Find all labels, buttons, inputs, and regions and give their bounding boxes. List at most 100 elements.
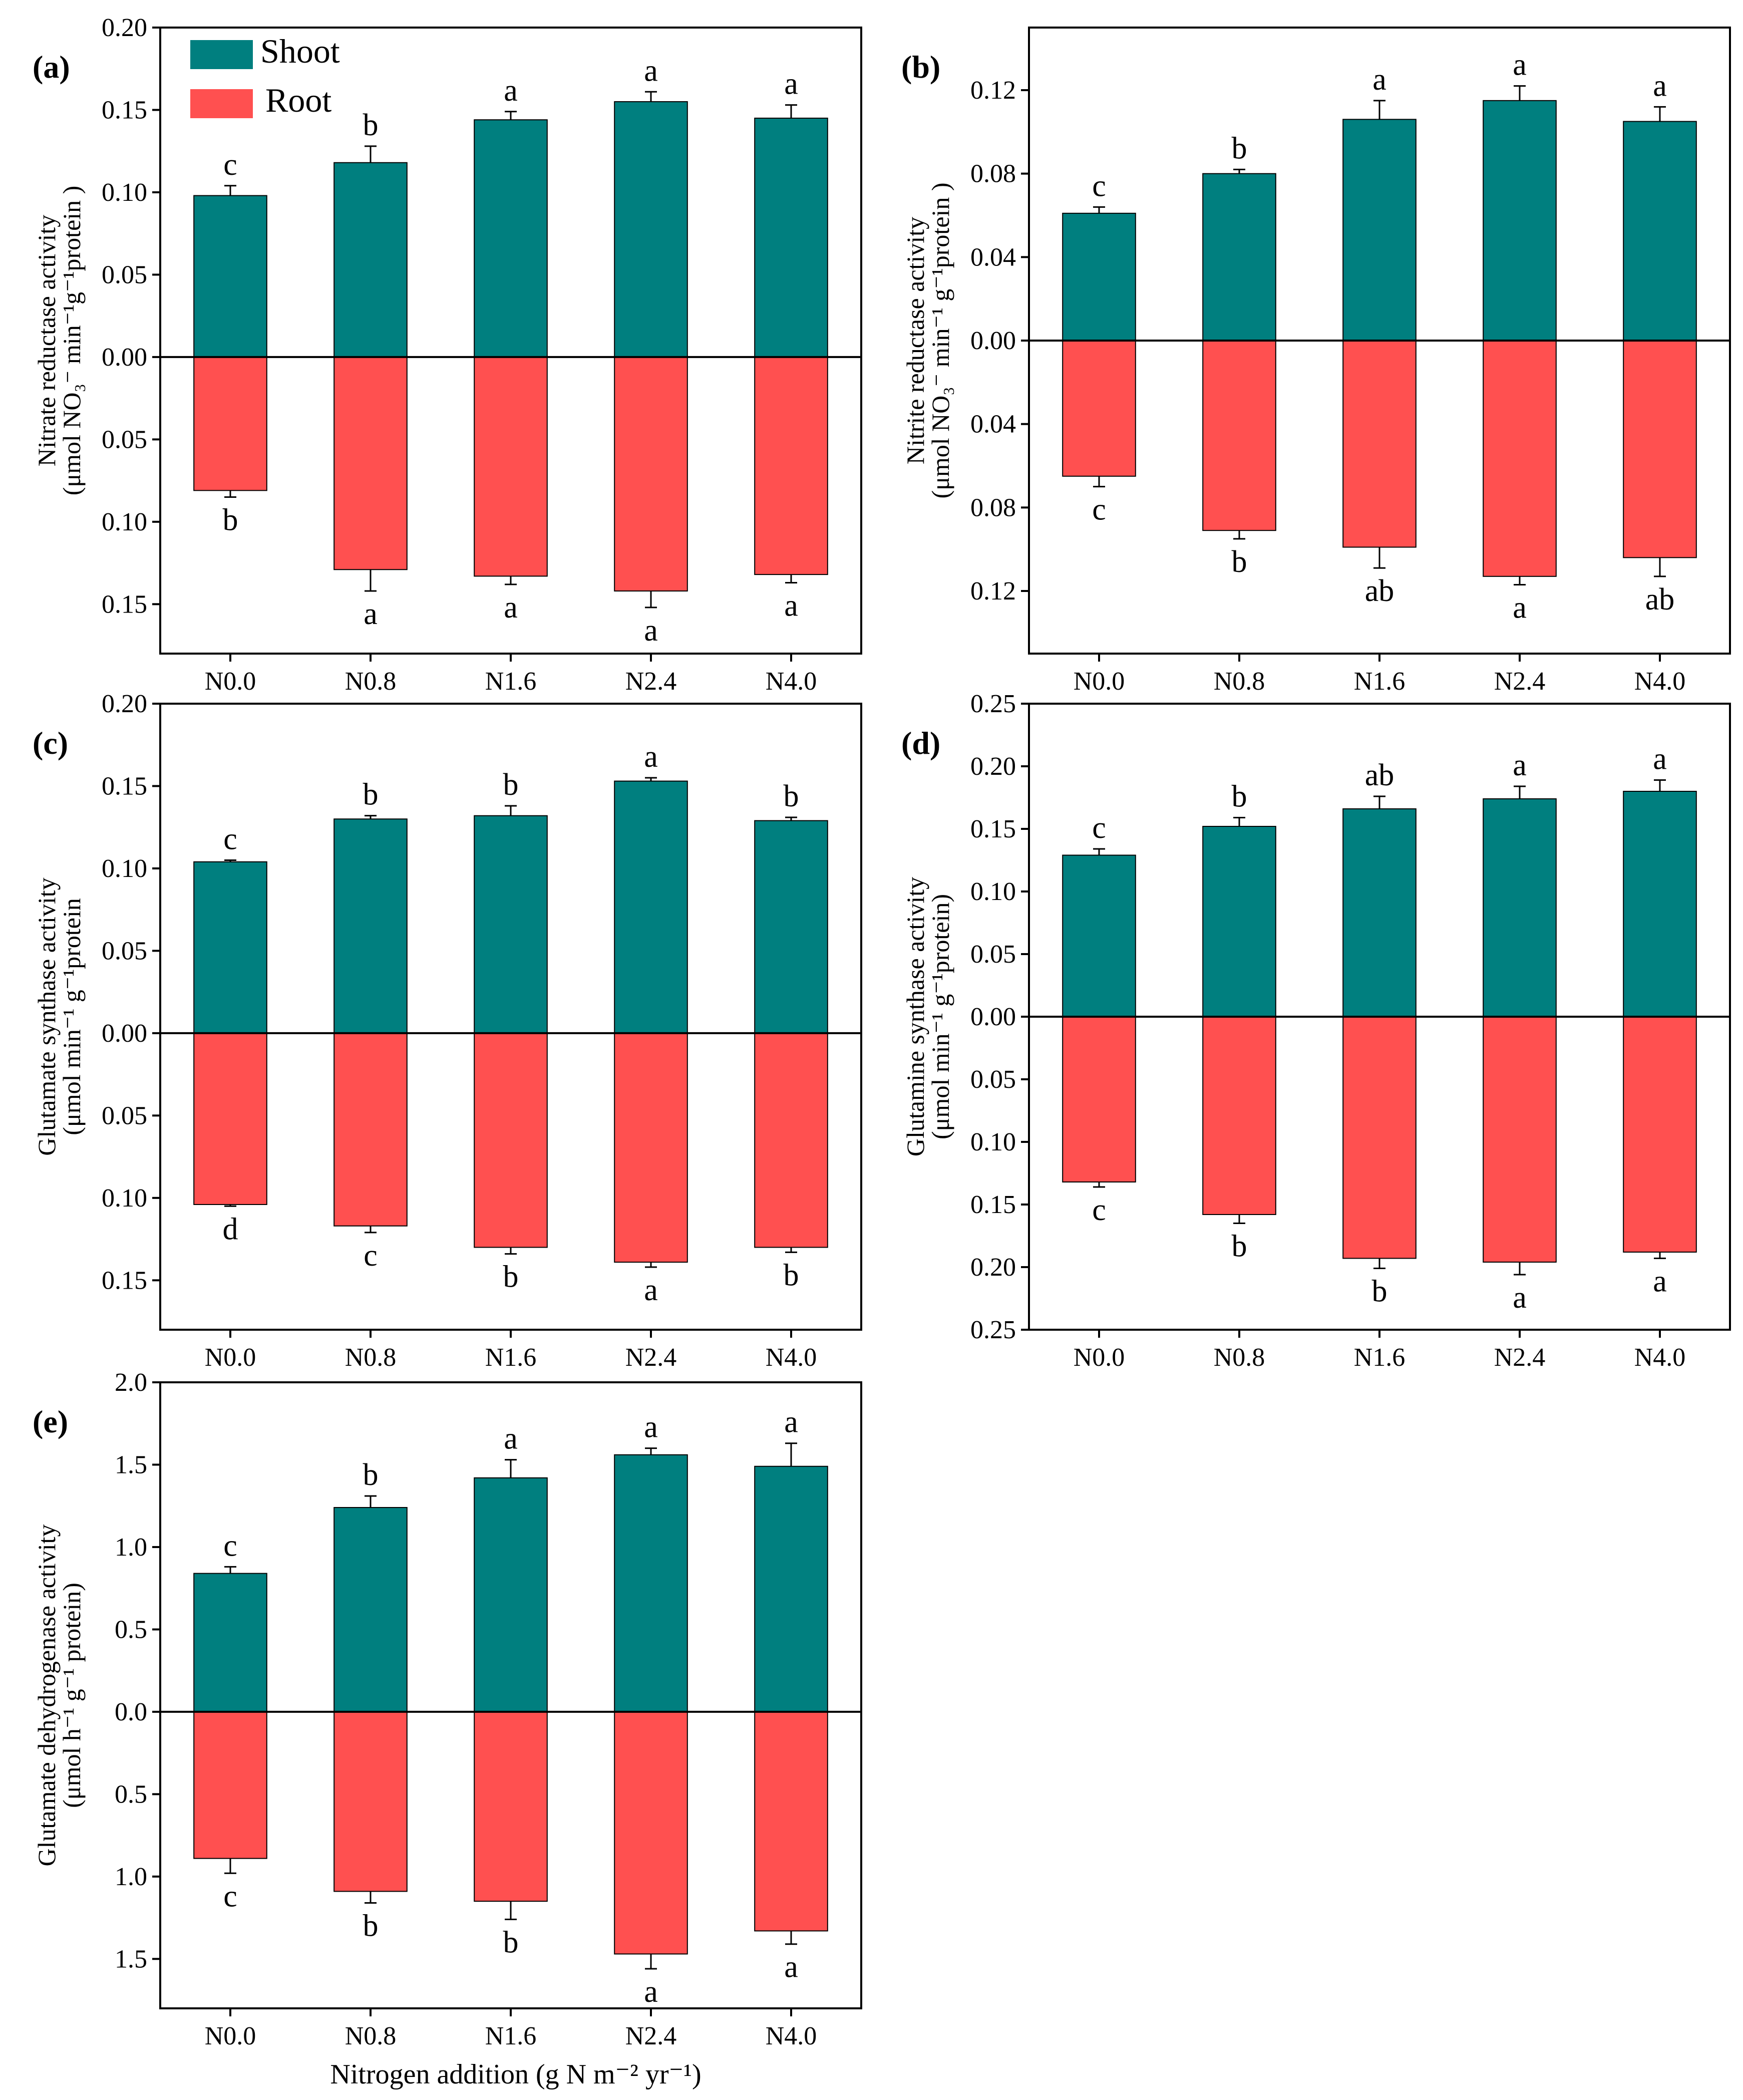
panel-5-root-bar [754, 1711, 828, 1932]
panel-5-label: (e) [33, 1404, 68, 1439]
panel-2-shoot-bar [1623, 121, 1697, 341]
panel-5-root-letter: b [503, 1925, 519, 1959]
panel-2-xtick-label: N2.4 [1494, 667, 1546, 696]
panel-4-root-bar [1062, 1016, 1136, 1182]
panel-5-xtick-label: N0.8 [345, 2022, 397, 2050]
panel-5-root-bar [474, 1711, 548, 1902]
panel-2-xtick-label: N0.0 [1074, 667, 1125, 696]
panel-5-xtick-label: N4.0 [766, 2022, 817, 2050]
panel-2-ytick-label: 0.12 [970, 577, 1016, 606]
panel-2-shoot-letter: b [1232, 131, 1247, 165]
panel-2-label: (b) [901, 49, 940, 85]
panel-4-shoot-bar [1202, 826, 1276, 1017]
panel-4-ylabel-line1: Glutamine synthase activity [901, 877, 929, 1156]
panel-2-xtick-label: N4.0 [1634, 667, 1686, 696]
panel-5-ytick-label: 1.5 [115, 1945, 147, 1973]
panel-5-shoot-bar [754, 1465, 828, 1712]
panel-3-shoot-bar [754, 820, 828, 1034]
panel-2-shoot-bar [1483, 100, 1557, 341]
panel-2-root-letter: a [1513, 591, 1527, 625]
panel-1-ytick-label: 0.15 [102, 590, 147, 619]
panel-3-xtick-label: N2.4 [625, 1343, 677, 1372]
panel-4-ytick-label: 0.05 [970, 940, 1016, 969]
panel-4-ytick-label: 0.20 [970, 1253, 1016, 1282]
panel-1-shoot-bar [474, 119, 548, 358]
panel-1-xtick-label: N1.6 [485, 667, 537, 696]
panel-1-ytick-label: 0.20 [102, 14, 147, 42]
panel-5-shoot-letter: a [504, 1422, 518, 1456]
panel-2-root-bar [1483, 340, 1557, 577]
panel-5-ytick-label: 0.0 [115, 1698, 147, 1726]
panel-3-root-letter: c [364, 1239, 378, 1273]
panel-3-shoot-bar [614, 780, 688, 1034]
panel-1-shoot-letter: a [644, 54, 658, 88]
panel-2-root-letter: ab [1365, 574, 1395, 608]
panel-1-xtick-label: N4.0 [766, 667, 817, 696]
panel-2-ytick-label: 0.00 [970, 327, 1016, 355]
panel-5-ytick-label: 1.0 [115, 1863, 147, 1891]
panel-4-ytick-label: 0.20 [970, 752, 1016, 781]
panel-3-ytick-label: 0.05 [102, 937, 147, 965]
panel-3-root-bar [614, 1032, 688, 1263]
panel-3-shoot-letter: a [644, 740, 658, 774]
panel-4-ytick-label: 0.00 [970, 1003, 1016, 1031]
panel-1-shoot-bar [614, 101, 688, 358]
panel-2-root-bar [1062, 340, 1136, 477]
panel-1-root-bar [754, 356, 828, 575]
panel-1-shoot-letter: a [504, 74, 518, 108]
panel-5-root-letter: a [784, 1950, 798, 1984]
panel-3-root-letter: a [644, 1273, 658, 1307]
panel-4-ytick-label: 0.25 [970, 1316, 1016, 1344]
panel-3-root-letter: d [223, 1212, 238, 1246]
panel-4-xtick-label: N0.8 [1214, 1343, 1265, 1372]
panel-4-root-letter: c [1092, 1193, 1106, 1227]
panel-2-ytick-label: 0.08 [970, 160, 1016, 188]
panel-2-xtick-label: N0.8 [1214, 667, 1265, 696]
panel-2-shoot-letter: a [1653, 69, 1667, 103]
panel-1-ytick-label: 0.10 [102, 508, 147, 536]
panel-1-root-letter: b [223, 503, 238, 537]
panel-1-root-bar [333, 356, 408, 570]
panel-3-root-letter: b [784, 1258, 799, 1292]
panel-4-shoot-letter: a [1653, 742, 1667, 776]
panel-3-ylabel-line2: (μmol min⁻¹ g⁻¹protein [58, 898, 86, 1135]
panel-3-label: (c) [33, 725, 68, 761]
panel-3-shoot-bar [474, 815, 548, 1034]
panel-3-ylabel-line1: Glutamate synthase activity [33, 877, 61, 1155]
panel-4-shoot-letter: a [1513, 748, 1527, 782]
panel-3-root-bar [754, 1032, 828, 1248]
panel-4-root-bar [1623, 1016, 1697, 1253]
legend-swatch-root [190, 89, 253, 118]
panel-4-shoot-letter: b [1232, 780, 1247, 814]
panel-3-ytick-label: 0.15 [102, 1266, 147, 1295]
panel-4-root-bar [1202, 1016, 1276, 1215]
panel-5-root-bar [614, 1711, 688, 1955]
panel-3-ytick-label: 0.10 [102, 1184, 147, 1213]
panel-4-label: (d) [901, 725, 940, 761]
panel-1-ytick-label: 0.00 [102, 343, 147, 372]
panel-3-xtick-label: N1.6 [485, 1343, 537, 1372]
panel-5-root-bar [193, 1711, 267, 1859]
legend-label-root: Root [265, 81, 331, 119]
panel-1-root-bar [614, 356, 688, 591]
legend-label-shoot: Shoot [260, 32, 340, 70]
panel-1-ytick-label: 0.10 [102, 178, 147, 207]
panel-3-ytick-label: 0.15 [102, 772, 147, 800]
panel-3-xtick-label: N0.0 [205, 1343, 256, 1372]
panel-3-root-letter: b [503, 1260, 519, 1294]
panel-3-ytick-label: 0.20 [102, 690, 147, 718]
panel-2-ytick-label: 0.12 [970, 76, 1016, 105]
panel-5-xtick-label: N0.0 [205, 2022, 256, 2050]
panel-4-shoot-bar [1623, 791, 1697, 1017]
panel-3-xtick-label: N0.8 [345, 1343, 397, 1372]
panel-3-shoot-letter: b [363, 778, 379, 812]
panel-5-shoot-letter: c [223, 1529, 237, 1563]
panel-1-ytick-label: 0.05 [102, 260, 147, 289]
panel-2-root-letter: b [1232, 545, 1247, 579]
panel-1-root-bar [474, 356, 548, 577]
panel-5-shoot-letter: a [784, 1405, 798, 1439]
x-axis-title: Nitrogen addition (g N m⁻² yr⁻¹) [330, 2059, 701, 2090]
panel-5-ytick-label: 1.5 [115, 1450, 147, 1479]
panel-1-root-letter: a [504, 590, 518, 625]
panel-2-root-bar [1623, 340, 1697, 558]
